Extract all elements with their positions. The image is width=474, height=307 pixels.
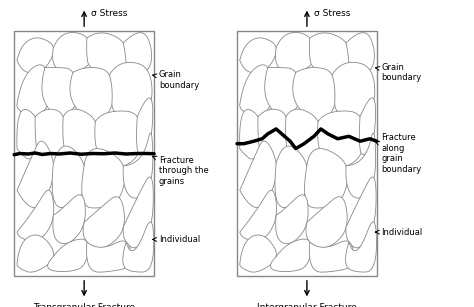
Polygon shape xyxy=(42,68,78,117)
Polygon shape xyxy=(306,197,347,248)
Polygon shape xyxy=(359,98,375,155)
Text: Fracture
along
grain
boundary: Fracture along grain boundary xyxy=(375,134,422,173)
Polygon shape xyxy=(240,235,276,272)
Polygon shape xyxy=(35,109,68,165)
Text: Grain
boundary: Grain boundary xyxy=(153,70,199,90)
Polygon shape xyxy=(48,239,88,272)
Text: σ Stress: σ Stress xyxy=(91,9,128,18)
Polygon shape xyxy=(87,241,131,272)
Polygon shape xyxy=(17,141,54,208)
Text: Individual: Individual xyxy=(153,235,200,244)
Polygon shape xyxy=(70,68,113,122)
Polygon shape xyxy=(53,33,92,73)
Text: Individual: Individual xyxy=(375,227,423,237)
Polygon shape xyxy=(271,239,311,272)
Bar xyxy=(237,31,377,276)
Polygon shape xyxy=(240,109,265,159)
Polygon shape xyxy=(123,33,152,76)
Polygon shape xyxy=(95,111,142,166)
Polygon shape xyxy=(293,68,336,122)
Polygon shape xyxy=(286,109,322,167)
Text: Intergranular Fracture: Intergranular Fracture xyxy=(257,302,357,307)
Polygon shape xyxy=(17,235,54,272)
Polygon shape xyxy=(346,177,376,248)
Polygon shape xyxy=(137,98,153,155)
Text: Grain
boundary: Grain boundary xyxy=(375,63,422,82)
Polygon shape xyxy=(83,197,125,248)
Polygon shape xyxy=(276,195,308,244)
Polygon shape xyxy=(17,190,54,240)
Polygon shape xyxy=(275,33,315,73)
Polygon shape xyxy=(240,65,273,117)
Polygon shape xyxy=(53,195,85,244)
Polygon shape xyxy=(275,146,309,208)
Polygon shape xyxy=(240,141,277,208)
Polygon shape xyxy=(346,133,375,198)
Polygon shape xyxy=(304,149,348,208)
Polygon shape xyxy=(63,109,99,167)
Polygon shape xyxy=(123,133,153,198)
Polygon shape xyxy=(346,33,374,76)
Polygon shape xyxy=(123,177,153,248)
Polygon shape xyxy=(240,190,276,240)
Text: Fracture
through the
grains: Fracture through the grains xyxy=(153,156,209,186)
Polygon shape xyxy=(17,109,42,159)
Text: Transgranular Fracture: Transgranular Fracture xyxy=(33,302,135,307)
Polygon shape xyxy=(109,62,152,118)
Polygon shape xyxy=(17,38,54,73)
Polygon shape xyxy=(87,33,128,75)
Polygon shape xyxy=(332,62,375,118)
Polygon shape xyxy=(346,222,376,272)
Bar xyxy=(14,31,154,276)
Polygon shape xyxy=(258,109,291,165)
Polygon shape xyxy=(264,68,301,117)
Polygon shape xyxy=(82,149,125,208)
Polygon shape xyxy=(17,65,50,117)
Polygon shape xyxy=(123,222,154,272)
Polygon shape xyxy=(318,111,365,166)
Polygon shape xyxy=(310,33,350,75)
Text: σ Stress: σ Stress xyxy=(314,9,350,18)
Polygon shape xyxy=(240,38,276,73)
Polygon shape xyxy=(310,241,354,272)
Polygon shape xyxy=(52,146,86,208)
